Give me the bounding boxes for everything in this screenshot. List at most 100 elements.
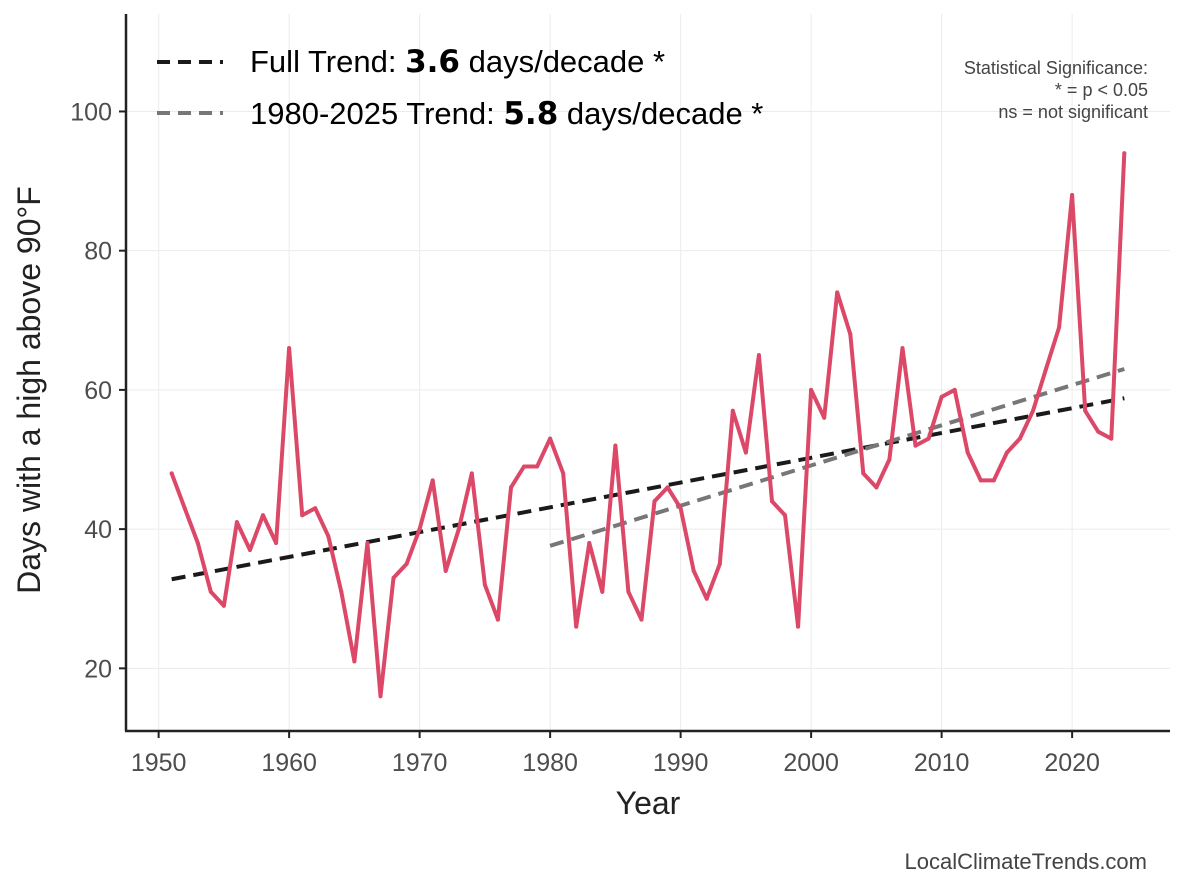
data-point-1988 [652, 499, 657, 504]
trend-line-1980-2025 [549, 367, 1125, 548]
data-point-1960 [287, 346, 292, 351]
data-point-2019 [1057, 325, 1062, 330]
x-tick-label-1980: 1980 [522, 749, 578, 777]
data-point-2013 [978, 478, 983, 483]
series-line-0 [169, 151, 1127, 699]
data-point-1999 [796, 624, 801, 629]
data-point-1981 [561, 471, 566, 476]
data-point-2009 [926, 436, 931, 441]
data-point-1983 [587, 541, 592, 546]
axes [124, 14, 1170, 733]
data-point-2008 [913, 443, 918, 448]
y-tick-label-80: 80 [84, 238, 112, 266]
data-point-1971 [430, 478, 435, 483]
data-point-1972 [443, 568, 448, 573]
data-point-2012 [965, 450, 970, 455]
data-point-1967 [378, 694, 383, 699]
data-point-2014 [991, 478, 996, 483]
data-point-2020 [1070, 192, 1075, 197]
data-point-1975 [482, 582, 487, 587]
significance-note-title: Statistical Significance: [964, 58, 1148, 78]
data-point-1982 [574, 624, 579, 629]
y-tick-label-60: 60 [84, 377, 112, 405]
data-point-1987 [639, 617, 644, 622]
data-point-1976 [495, 617, 500, 622]
data-point-1985 [613, 443, 618, 448]
data-point-1970 [417, 527, 422, 532]
data-point-1956 [234, 520, 239, 525]
data-point-1951 [169, 471, 174, 476]
data-point-1998 [783, 513, 788, 518]
data-point-2011 [952, 387, 957, 392]
significance-note-p: * = p < 0.05 [1055, 80, 1148, 100]
data-point-1991 [691, 568, 696, 573]
significance-note-ns: ns = not significant [998, 102, 1148, 122]
x-axis-label: Year [616, 785, 681, 821]
x-tick-label-1990: 1990 [653, 749, 709, 777]
legend-full-rate: 3.6 [405, 44, 460, 80]
data-point-2010 [939, 394, 944, 399]
data-point-1959 [274, 541, 279, 546]
legend-label-full-trend: Full Trend: 3.6 days/decade * [250, 44, 665, 80]
data-point-2000 [809, 387, 814, 392]
legend-label-recent-trend: 1980-2025 Trend: 5.8 days/decade * [250, 96, 763, 132]
data-point-1979 [535, 464, 540, 469]
credit-text: LocalClimateTrends.com [905, 849, 1148, 874]
data-point-1953 [195, 541, 200, 546]
x-tick-label-1950: 1950 [131, 749, 187, 777]
data-point-2018 [1044, 367, 1049, 372]
legend-recent-rate: 5.8 [503, 96, 558, 132]
data-point-2021 [1083, 408, 1088, 413]
x-tick-label-2000: 2000 [783, 749, 839, 777]
grid [126, 14, 1170, 731]
y-axis-label: Days with a high above 90°F [11, 186, 47, 594]
data-point-2016 [1017, 436, 1022, 441]
data-point-2023 [1109, 436, 1114, 441]
data-point-1963 [326, 534, 331, 539]
data-point-1958 [261, 513, 266, 518]
y-tick-label-20: 20 [84, 655, 112, 683]
data-point-1989 [665, 485, 670, 490]
data-point-1994 [730, 408, 735, 413]
data-point-2024 [1122, 151, 1127, 156]
data-point-2003 [848, 332, 853, 337]
data-point-2002 [835, 290, 840, 295]
data-point-1980 [548, 436, 553, 441]
data-point-1969 [404, 561, 409, 566]
data-series [169, 151, 1127, 699]
data-point-1962 [313, 506, 318, 511]
data-point-1955 [221, 603, 226, 608]
legend-recent-prefix: 1980-2025 Trend: [250, 96, 503, 131]
data-point-2006 [887, 457, 892, 462]
data-point-1968 [391, 575, 396, 580]
data-point-1977 [508, 485, 513, 490]
data-point-2015 [1004, 450, 1009, 455]
data-point-2005 [874, 485, 879, 490]
data-point-2022 [1096, 429, 1101, 434]
data-point-1954 [208, 589, 213, 594]
ticks: 1950 1960 1970 1980 1990 2000 2010 202020406080… [70, 98, 1100, 777]
data-point-1995 [743, 450, 748, 455]
data-point-2017 [1030, 408, 1035, 413]
x-tick-label-2010: 2010 [914, 749, 970, 777]
data-point-1957 [247, 548, 252, 553]
data-point-2004 [861, 471, 866, 476]
significance-note: Statistical Significance: * = p < 0.05 n… [964, 58, 1148, 122]
legend-full-prefix: Full Trend: [250, 44, 405, 79]
data-point-1952 [182, 506, 187, 511]
legend-full-suffix: days/decade * [460, 44, 665, 79]
x-tick-label-1960: 1960 [261, 749, 317, 777]
data-point-1997 [769, 499, 774, 504]
x-tick-label-2020: 2020 [1044, 749, 1100, 777]
data-point-1978 [522, 464, 527, 469]
data-point-1986 [626, 589, 631, 594]
data-point-1996 [756, 353, 761, 358]
data-point-1973 [456, 527, 461, 532]
data-point-1990 [678, 506, 683, 511]
data-point-1974 [469, 471, 474, 476]
x-tick-label-1970: 1970 [392, 749, 448, 777]
data-point-1966 [365, 541, 370, 546]
data-point-1961 [300, 513, 305, 518]
y-tick-label-40: 40 [84, 516, 112, 544]
data-point-1984 [600, 589, 605, 594]
